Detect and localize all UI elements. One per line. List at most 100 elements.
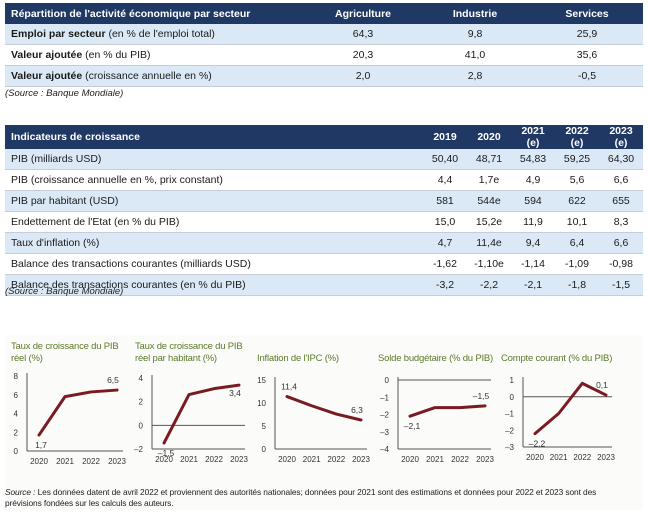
y-tick-label: 2: [14, 428, 19, 437]
y-tick-label: –4: [380, 445, 389, 454]
x-tick-label: 2023: [230, 455, 248, 464]
line-charts: 0 2 4 6 8 2020 2021 2022 2023 1,7 6,5 –2 0 2 4 2020 2021…: [14, 372, 616, 466]
table-row: Valeur ajoutée (croissance annuelle en %…: [5, 65, 643, 87]
row-label: Balance des transactions courantes (mill…: [5, 253, 423, 275]
chart-title: Taux de croissance du PIB réel (%): [11, 341, 119, 364]
x-tick-label: 2020: [401, 455, 419, 464]
x-tick-label: 2021: [56, 457, 74, 466]
cell: -1,62: [423, 253, 467, 275]
y-tick-label: –2: [380, 411, 389, 420]
series-line: [37, 388, 119, 437]
table-row: Endettement de l'Etat (en % du PIB) 15,0 1…: [5, 211, 643, 233]
cell: 50,40: [423, 149, 467, 170]
y-tick-label: 4: [14, 410, 19, 419]
y-tick-label: 6: [14, 391, 19, 400]
cell: 4,9: [511, 169, 555, 191]
cell: -1,8: [555, 274, 599, 296]
x-tick-label: 2021: [550, 453, 568, 462]
cell: 2,8: [419, 65, 531, 87]
cell: 15,0: [423, 211, 467, 233]
cell: 594: [511, 190, 555, 212]
x-tick-label: 2021: [180, 455, 198, 464]
cell: 11,4e: [467, 232, 511, 254]
x-tick-label: 2022: [82, 457, 100, 466]
y-tick-label: 0: [385, 376, 390, 385]
y-tick-label: 4: [139, 374, 144, 383]
cell: -2,1: [511, 274, 555, 296]
y-tick-label: –2: [134, 445, 143, 454]
cell: 1,7e: [467, 169, 511, 191]
header-cell: Répartition de l'activité économique par…: [5, 3, 307, 24]
growth-indicators-table: Indicateurs de croissance 2019 2020 2021…: [5, 125, 643, 296]
table-row: Balance des transactions courantes (mill…: [5, 253, 643, 275]
y-tick-label: 1: [510, 376, 515, 385]
cell: 2,0: [307, 65, 419, 87]
cell: 41,0: [419, 44, 531, 66]
cell: -0,98: [599, 253, 643, 275]
y-tick-label: 15: [257, 376, 266, 385]
y-tick-label: –2: [505, 426, 514, 435]
row-label: Endettement de l'Etat (en % du PIB): [5, 211, 423, 233]
header-cell: 2019: [423, 125, 467, 149]
cell: 64,3: [307, 24, 419, 45]
sector-activity-table: Répartition de l'activité économique par…: [5, 3, 643, 87]
cell: 6,6: [599, 169, 643, 191]
y-tick-label: 8: [14, 372, 19, 381]
header-cell: Industrie: [419, 3, 531, 24]
cell: -3,2: [423, 274, 467, 296]
table1-source: (Source : Banque Mondiale): [5, 88, 124, 99]
data-label: 0,1: [596, 380, 608, 390]
data-label: 6,3: [351, 405, 363, 415]
cell: 655: [599, 190, 643, 212]
table-row: Taux d'inflation (%) 4,7 11,4e 9,4 6,4 6,6: [5, 232, 643, 254]
series-line: [533, 381, 608, 436]
cell: -1,09: [555, 253, 599, 275]
header-cell: Services: [531, 3, 643, 24]
data-label: 6,5: [107, 375, 119, 385]
table-row: PIB (croissance annuelle en %, prix cons…: [5, 169, 643, 191]
y-tick-label: –1: [505, 410, 514, 419]
table-row: Emploi par secteur (en % de l'emploi tot…: [5, 24, 643, 45]
y-tick-label: 2: [139, 398, 144, 407]
row-label: Valeur ajoutée (croissance annuelle en %…: [5, 65, 307, 87]
x-tick-label: 2022: [327, 455, 345, 464]
cell: 15,2e: [467, 211, 511, 233]
header-cell: Indicateurs de croissance: [5, 125, 423, 149]
x-tick-label: 2020: [278, 455, 296, 464]
row-label: Emploi par secteur (en % de l'emploi tot…: [5, 24, 307, 45]
x-tick-label: 2022: [451, 455, 469, 464]
x-tick-label: 2020: [30, 457, 48, 466]
cell: 544e: [467, 190, 511, 212]
cell: 54,83: [511, 149, 555, 170]
row-label: PIB (croissance annuelle en %, prix cons…: [5, 169, 423, 191]
data-label: 3,4: [229, 388, 241, 398]
x-tick-label: 2022: [205, 455, 223, 464]
cell: 48,71: [467, 149, 511, 170]
y-tick-label: –3: [380, 428, 389, 437]
row-label: PIB (milliards USD): [5, 149, 423, 170]
cell: 622: [555, 190, 599, 212]
cell: 35,6: [531, 44, 643, 66]
table-header-row: Répartition de l'activité économique par…: [5, 3, 643, 24]
chart-title: Taux de croissance du PIB réel par habita…: [135, 341, 243, 364]
x-tick-label: 2023: [597, 453, 615, 462]
y-tick-label: –1: [380, 393, 389, 402]
y-tick-label: 0: [262, 445, 267, 454]
cell: 25,9: [531, 24, 643, 45]
cell: 4,4: [423, 169, 467, 191]
y-tick-label: 0: [14, 447, 19, 456]
table-row: PIB (milliards USD) 50,40 48,71 54,83 59,25 6…: [5, 149, 643, 170]
header-cell: 2020: [467, 125, 511, 149]
table-row: Balance des transactions courantes (en %…: [5, 274, 643, 296]
charts-panel: Taux de croissance du PIB réel (%) Taux d…: [5, 335, 643, 510]
row-label: Valeur ajoutée (en % du PIB): [5, 44, 307, 66]
cell: -1,5: [599, 274, 643, 296]
cell: 6,6: [599, 232, 643, 254]
cell: 5,6: [555, 169, 599, 191]
cell: -1,14: [511, 253, 555, 275]
y-tick-label: 5: [262, 422, 267, 431]
cell: 10,1: [555, 211, 599, 233]
header-cell: 2023 (e): [599, 125, 643, 149]
row-label: PIB par habitant (USD): [5, 190, 423, 212]
cell: -1,10e: [467, 253, 511, 275]
